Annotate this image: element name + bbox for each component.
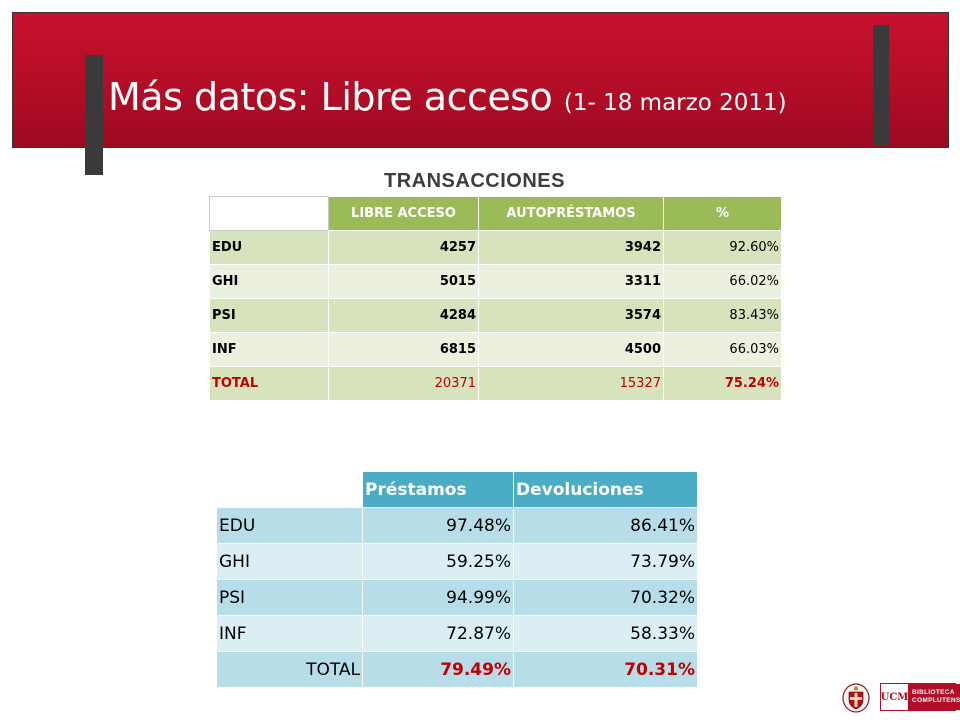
row-label: INF (216, 615, 363, 652)
ucm-logo-line-2: COMPLUTENSE (912, 697, 960, 704)
table-row: EDU 4257 3942 92.60% (209, 230, 782, 265)
prestamos-value: 94.99% (362, 579, 514, 616)
libre-acceso-total: 20371 (328, 366, 479, 401)
table-header-row: LIBRE ACCESO AUTOPRÉSTAMOS % (209, 196, 782, 231)
right-bracket-top (873, 25, 889, 37)
percent-total: 75.24% (663, 366, 782, 401)
row-label: PSI (216, 579, 363, 616)
ucm-mark: UCM (881, 684, 909, 710)
row-label: GHI (216, 543, 363, 580)
table-row-total: TOTAL 20371 15327 75.24% (209, 366, 782, 401)
left-bracket-bottom (85, 163, 103, 175)
table-header-row: Préstamos Devoluciones (216, 471, 698, 508)
header-cell-percent: % (663, 196, 782, 231)
devoluciones-value: 70.32% (513, 579, 698, 616)
university-seal-icon (842, 683, 870, 713)
table-row-total: TOTAL 79.49% 70.31% (216, 651, 698, 688)
row-label: EDU (209, 230, 329, 265)
table-row: INF 6815 4500 66.03% (209, 332, 782, 367)
devoluciones-total: 70.31% (513, 651, 698, 688)
percent-value: 92.60% (663, 230, 782, 265)
table-row: GHI 5015 3311 66.02% (209, 264, 782, 299)
table-row: INF 72.87% 58.33% (216, 615, 698, 652)
row-label: EDU (216, 507, 363, 544)
percent-value: 83.43% (663, 298, 782, 333)
devoluciones-value: 58.33% (513, 615, 698, 652)
left-bracket-top (85, 55, 103, 67)
transacciones-table: LIBRE ACCESO AUTOPRÉSTAMOS % EDU 4257 39… (209, 196, 782, 401)
row-label-total: TOTAL (209, 366, 329, 401)
prestamos-value: 97.48% (362, 507, 514, 544)
ucm-logo-text: BIBLIOTECA COMPLUTENSE (909, 684, 960, 710)
prestamos-value: 59.25% (362, 543, 514, 580)
slide-title: Más datos: Libre acceso (1- 18 marzo 201… (108, 72, 787, 122)
prestamos-value: 72.87% (362, 615, 514, 652)
autoprestamos-value: 3574 (478, 298, 664, 333)
row-label-total: TOTAL (216, 651, 363, 688)
autoprestamos-total: 15327 (478, 366, 664, 401)
table-row: PSI 94.99% 70.32% (216, 579, 698, 616)
table-row: GHI 59.25% 73.79% (216, 543, 698, 580)
autoprestamos-value: 4500 (478, 332, 664, 367)
devoluciones-value: 73.79% (513, 543, 698, 580)
table-row: PSI 4284 3574 83.43% (209, 298, 782, 333)
header-cell-empty (216, 471, 363, 508)
header-cell-libre-acceso: LIBRE ACCESO (328, 196, 479, 231)
ucm-logo-line-1: BIBLIOTECA (912, 689, 955, 696)
libre-acceso-value: 6815 (328, 332, 479, 367)
header-cell-autoprestamos: AUTOPRÉSTAMOS (478, 196, 664, 231)
table-row: EDU 97.48% 86.41% (216, 507, 698, 544)
header-cell-empty (209, 196, 329, 231)
transacciones-heading: TRANSACCIONES (384, 170, 565, 192)
autoprestamos-value: 3311 (478, 264, 664, 299)
prestamos-devoluciones-table: Préstamos Devoluciones EDU 97.48% 86.41%… (216, 471, 698, 688)
left-bracket-vertical (85, 55, 103, 175)
right-bracket-bottom (873, 133, 889, 145)
row-label: GHI (209, 264, 329, 299)
row-label: PSI (209, 298, 329, 333)
right-bracket-vertical (873, 25, 889, 145)
ucm-biblioteca-logo: UCM BIBLIOTECA COMPLUTENSE (880, 683, 960, 711)
libre-acceso-value: 4257 (328, 230, 479, 265)
header-cell-devoluciones: Devoluciones (513, 471, 698, 508)
devoluciones-value: 86.41% (513, 507, 698, 544)
row-label: INF (209, 332, 329, 367)
prestamos-total: 79.49% (362, 651, 514, 688)
slide-title-date-range: (1- 18 marzo 2011) (563, 90, 787, 116)
header-cell-prestamos: Préstamos (362, 471, 514, 508)
title-banner (12, 12, 949, 148)
libre-acceso-value: 5015 (328, 264, 479, 299)
percent-value: 66.02% (663, 264, 782, 299)
slide-title-main: Más datos: Libre acceso (108, 75, 553, 119)
libre-acceso-value: 4284 (328, 298, 479, 333)
percent-value: 66.03% (663, 332, 782, 367)
autoprestamos-value: 3942 (478, 230, 664, 265)
